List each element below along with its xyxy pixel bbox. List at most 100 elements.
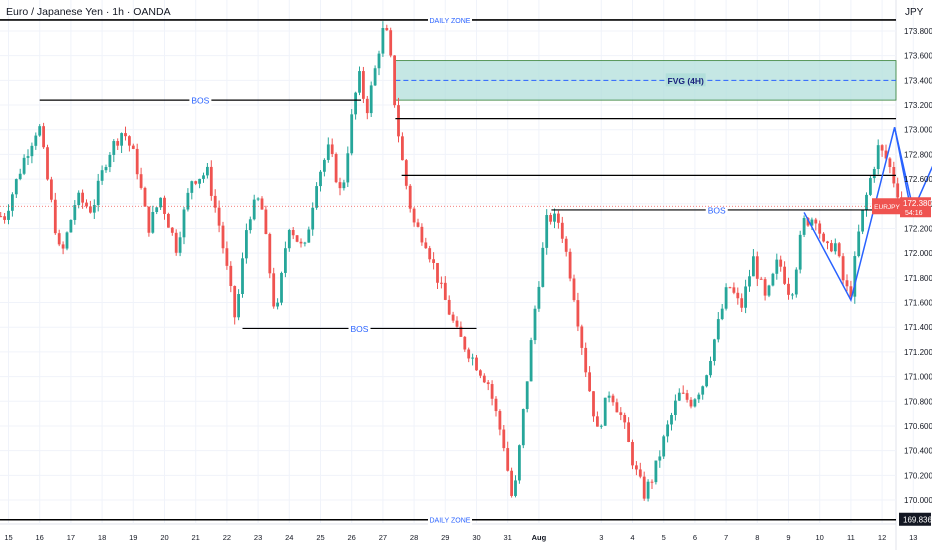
candle-body — [307, 229, 311, 243]
candle-body — [475, 357, 478, 371]
candle-body — [486, 382, 490, 385]
time-tick-label: 18 — [98, 533, 106, 542]
candle-body — [553, 213, 556, 222]
price-tick-label: 171.200 — [904, 348, 932, 357]
candle-body — [338, 182, 342, 189]
candle-body — [853, 256, 857, 297]
price-axis[interactable]: 173.800 173.600 173.400 173.200 173.000 172.8… — [872, 27, 932, 526]
candle-body — [46, 147, 49, 180]
candle-body — [560, 222, 564, 239]
candle-body — [225, 248, 229, 266]
price-tick-label: 170.800 — [904, 397, 932, 406]
candle-body — [260, 198, 264, 210]
candle-body — [732, 287, 736, 293]
candle-body — [412, 208, 416, 223]
price-tick-label: 170.400 — [904, 447, 932, 456]
bos-label-3: BOS — [708, 205, 726, 215]
candle-body — [334, 153, 338, 183]
candle-body — [416, 222, 420, 227]
time-tick-label: 19 — [129, 533, 137, 542]
candle-body — [287, 229, 291, 249]
candle-body — [428, 248, 432, 260]
candle-body — [217, 207, 221, 226]
candle-body — [572, 278, 576, 301]
price-tick-label: 172.000 — [904, 249, 932, 258]
time-tick-label: 26 — [348, 533, 356, 542]
candle-body — [681, 392, 685, 394]
candle-body — [112, 141, 116, 155]
candle-body — [295, 235, 299, 242]
candle-body — [182, 209, 186, 238]
candle-body — [837, 243, 841, 257]
candle-body — [599, 425, 603, 427]
time-axis[interactable]: 15 16 17 18 19 20 21 22 23 24 25 26 27 28 29 30 31 Aug 3 4 5… — [4, 533, 932, 542]
candle-body — [342, 182, 346, 189]
candle-body — [826, 241, 829, 244]
candle-body — [7, 210, 10, 220]
candle-body — [619, 412, 623, 415]
bos-label-bg-3 — [705, 203, 728, 216]
currency-label: JPY — [905, 7, 924, 18]
candle-body — [330, 144, 334, 154]
candle-body — [857, 231, 861, 257]
candle-body — [147, 206, 151, 233]
candle-body — [100, 170, 104, 181]
candle-body — [264, 209, 268, 235]
candle-body — [674, 400, 677, 416]
candle-body — [494, 398, 498, 412]
candle-body — [845, 280, 849, 287]
candle-body — [615, 402, 619, 413]
candle-body — [284, 248, 287, 273]
candle-body — [763, 279, 767, 296]
daily-zone-bottom-label: DAILY ZONE — [430, 518, 471, 525]
price-tick-label: 172.600 — [904, 175, 932, 184]
candle-body — [849, 286, 853, 297]
candle-body — [241, 258, 244, 294]
candle-body — [728, 287, 732, 289]
candle-body — [120, 133, 123, 146]
candle-body — [724, 287, 728, 309]
candle-body — [627, 422, 630, 443]
candle-body — [124, 133, 127, 137]
daily-zone-top-label: DAILY ZONE — [430, 18, 471, 25]
candle-body — [194, 181, 198, 184]
candle-body — [697, 394, 701, 400]
candle-body — [18, 173, 22, 180]
candle-body — [443, 282, 447, 300]
candle-body — [237, 293, 240, 318]
candle-body — [592, 391, 595, 417]
candle-body — [713, 339, 716, 361]
candle-body — [151, 212, 155, 233]
time-tick-label: 7 — [724, 533, 728, 542]
candle-body — [393, 55, 396, 106]
candle-body — [662, 436, 666, 457]
candle-body — [514, 480, 517, 496]
time-tick-label: 17 — [67, 533, 75, 542]
current-price-tag-bg — [900, 197, 931, 218]
price-tick-label: 172.200 — [904, 224, 932, 233]
candle-body — [806, 218, 810, 226]
time-tick-label: 23 — [254, 533, 262, 542]
candle-body — [362, 71, 365, 99]
candles — [0, 21, 911, 502]
candle-body — [131, 145, 135, 149]
candle-body — [557, 213, 560, 223]
candle-body — [584, 347, 588, 373]
candle-body — [705, 375, 708, 387]
candle-body — [884, 150, 888, 159]
candle-body — [791, 294, 794, 296]
candle-body — [580, 326, 584, 348]
time-tick-label: 28 — [410, 533, 418, 542]
candle-body — [311, 207, 315, 230]
candle-body — [291, 229, 295, 236]
candle-body — [0, 216, 3, 218]
candle-body — [631, 442, 634, 466]
time-tick-label: 22 — [223, 533, 231, 542]
price-tick-label: 173.800 — [904, 27, 932, 36]
time-tick-label: 29 — [441, 533, 449, 542]
candle-body — [424, 242, 428, 249]
candle-body — [358, 71, 361, 93]
candle-body — [26, 156, 30, 158]
